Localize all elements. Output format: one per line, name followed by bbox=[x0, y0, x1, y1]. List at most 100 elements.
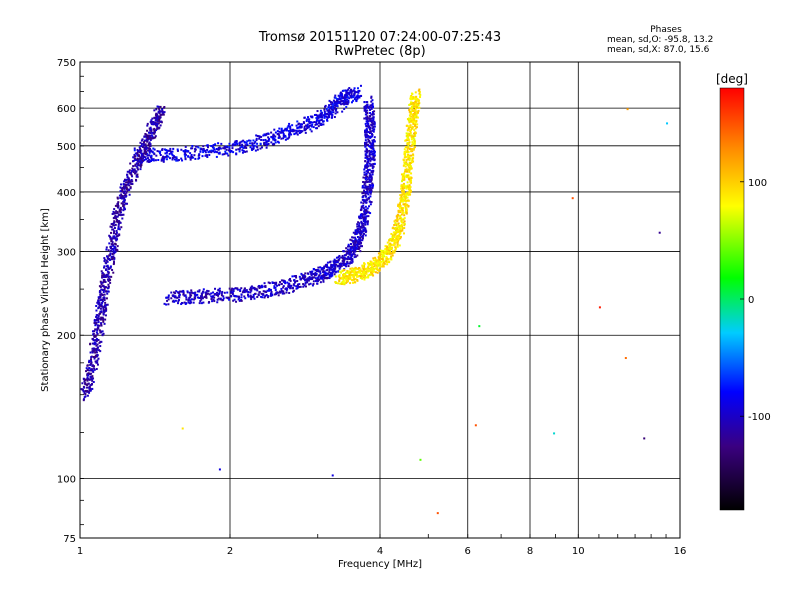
data-point bbox=[107, 280, 110, 283]
data-point bbox=[143, 156, 146, 159]
data-point bbox=[341, 257, 344, 260]
data-point bbox=[107, 285, 110, 288]
data-point bbox=[361, 275, 364, 278]
data-point bbox=[404, 205, 407, 208]
data-point bbox=[207, 150, 210, 153]
data-point bbox=[296, 120, 299, 123]
data-point bbox=[140, 158, 143, 161]
data-point bbox=[327, 109, 330, 112]
data-point bbox=[403, 224, 406, 227]
data-point bbox=[88, 367, 91, 370]
data-point bbox=[312, 276, 315, 279]
data-point bbox=[384, 252, 387, 255]
data-point bbox=[352, 276, 355, 279]
data-point bbox=[131, 170, 134, 173]
data-point bbox=[214, 143, 217, 146]
data-point bbox=[333, 267, 336, 270]
data-point bbox=[337, 282, 340, 285]
data-point bbox=[349, 238, 352, 241]
data-point bbox=[140, 142, 143, 145]
data-point bbox=[148, 158, 151, 161]
data-point bbox=[112, 228, 115, 231]
data-point bbox=[372, 259, 375, 262]
data-point bbox=[145, 151, 148, 154]
data-point bbox=[269, 288, 272, 291]
data-point bbox=[272, 138, 275, 141]
data-point bbox=[130, 171, 133, 174]
data-point bbox=[157, 159, 160, 162]
data-point bbox=[103, 266, 106, 269]
data-point bbox=[371, 185, 374, 188]
data-point bbox=[405, 161, 408, 164]
data-point bbox=[382, 265, 385, 268]
data-point bbox=[274, 139, 277, 142]
data-point bbox=[88, 361, 91, 364]
data-point bbox=[240, 145, 243, 148]
data-point bbox=[394, 229, 397, 232]
data-point bbox=[374, 261, 377, 264]
data-point bbox=[340, 256, 343, 259]
data-point bbox=[339, 277, 342, 280]
data-point bbox=[362, 195, 365, 198]
data-point bbox=[241, 151, 244, 154]
data-point bbox=[323, 270, 326, 273]
data-point bbox=[343, 269, 346, 272]
data-point bbox=[406, 129, 409, 132]
data-point bbox=[221, 290, 224, 293]
data-point bbox=[397, 222, 400, 225]
data-point bbox=[315, 272, 318, 275]
data-point bbox=[394, 249, 397, 252]
data-point bbox=[383, 255, 386, 258]
data-point bbox=[337, 256, 340, 259]
data-point bbox=[254, 149, 257, 152]
data-point bbox=[100, 303, 103, 306]
data-point bbox=[357, 240, 360, 243]
series-o-mode-lower-trace bbox=[163, 95, 376, 306]
data-point bbox=[381, 256, 384, 259]
data-point bbox=[373, 149, 376, 152]
data-point bbox=[149, 128, 152, 131]
data-point bbox=[370, 264, 373, 267]
data-point bbox=[88, 389, 91, 392]
data-point bbox=[364, 270, 367, 273]
data-point bbox=[86, 364, 89, 367]
data-point bbox=[236, 288, 239, 291]
data-point bbox=[414, 97, 417, 100]
data-point bbox=[159, 105, 162, 108]
data-point bbox=[411, 109, 414, 112]
data-point bbox=[366, 190, 369, 193]
data-point bbox=[366, 149, 369, 152]
data-point bbox=[217, 294, 220, 297]
data-point bbox=[284, 287, 287, 290]
data-point bbox=[222, 295, 225, 298]
data-point bbox=[405, 156, 408, 159]
data-point bbox=[408, 147, 411, 150]
data-point bbox=[393, 231, 396, 234]
data-point bbox=[134, 164, 137, 167]
data-point bbox=[344, 100, 347, 103]
data-point bbox=[317, 116, 320, 119]
data-point bbox=[341, 276, 344, 279]
data-point bbox=[137, 162, 140, 165]
data-point bbox=[309, 115, 312, 118]
data-point bbox=[359, 234, 362, 237]
data-point bbox=[352, 96, 355, 99]
data-point bbox=[187, 299, 190, 302]
data-point bbox=[400, 185, 403, 188]
data-point bbox=[370, 133, 373, 136]
data-point bbox=[108, 267, 111, 270]
data-point bbox=[223, 153, 226, 156]
data-point bbox=[117, 214, 120, 217]
data-point bbox=[87, 374, 90, 377]
data-point bbox=[317, 125, 320, 128]
data-point bbox=[225, 148, 228, 151]
data-point bbox=[299, 125, 302, 128]
data-point bbox=[372, 150, 375, 153]
data-point bbox=[396, 220, 399, 223]
data-point bbox=[190, 153, 193, 156]
data-point bbox=[338, 280, 341, 283]
data-point bbox=[93, 368, 96, 371]
data-point bbox=[302, 121, 305, 124]
data-point bbox=[321, 111, 324, 114]
data-point bbox=[84, 382, 87, 385]
